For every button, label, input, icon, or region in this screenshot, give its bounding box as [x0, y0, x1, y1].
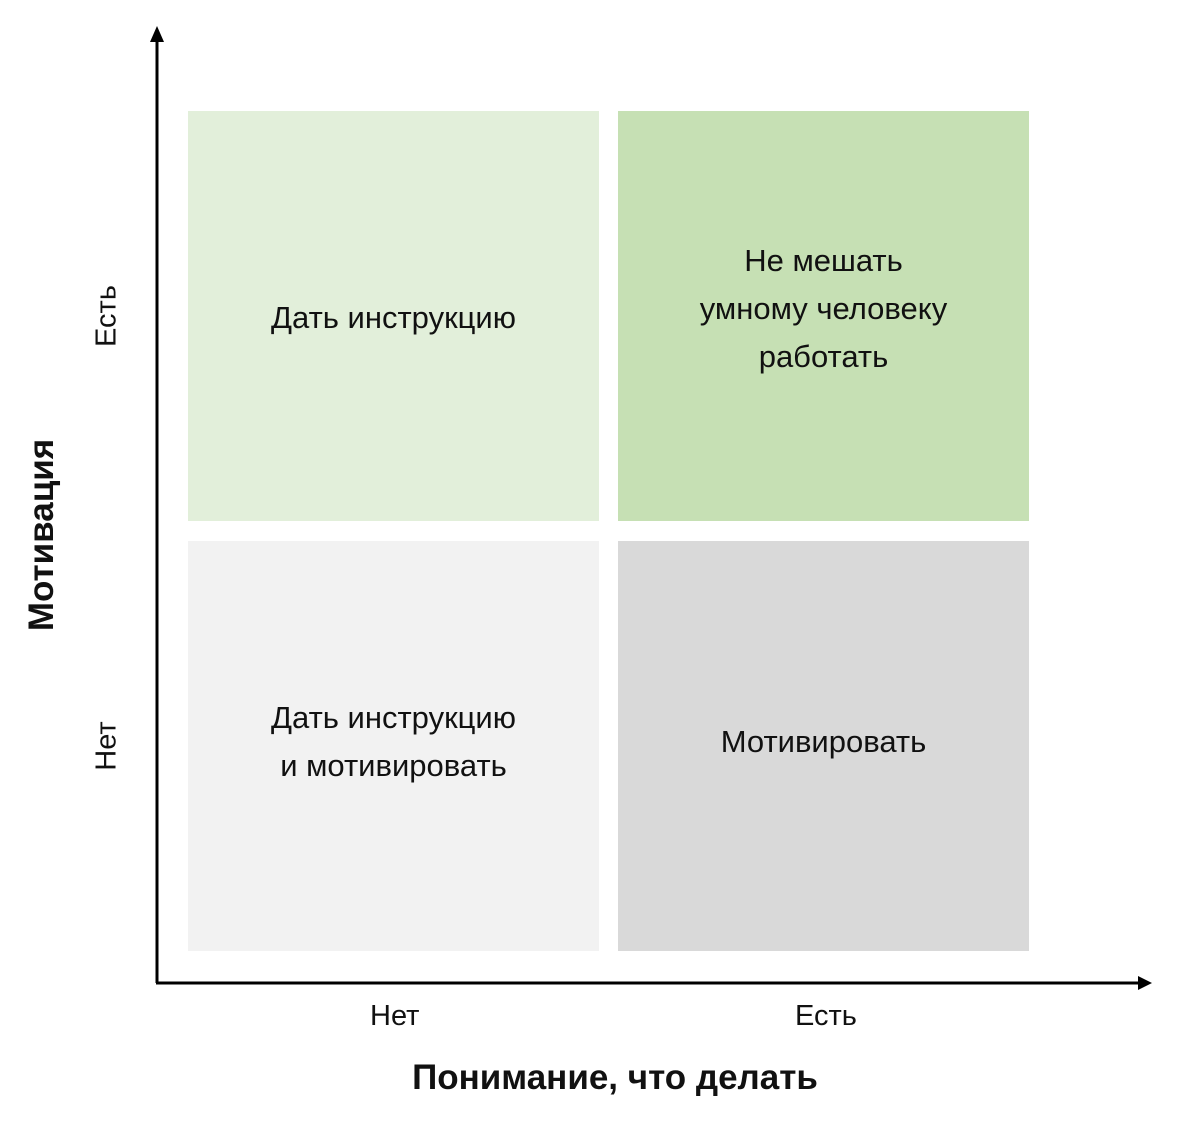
y-tick-yes: Есть	[90, 285, 123, 347]
quadrant-top-left: Дать инструкцию	[188, 111, 599, 521]
quadrant-label-line: и мотивировать	[280, 748, 507, 783]
quadrant-top-right: Не мешать умному человеку работать	[618, 111, 1029, 521]
quadrant-label-line: умному человеку	[699, 291, 948, 326]
quadrant-label-line: работать	[758, 339, 889, 374]
quadrant-bottom-left: Дать инструкцию и мотивировать	[188, 541, 599, 951]
quadrant-label: Дать инструкцию	[271, 300, 516, 335]
x-axis-title: Понимание, что делать	[412, 1058, 818, 1097]
quadrant-label-line: Дать инструкцию	[271, 700, 516, 735]
quadrant-label: Мотивировать	[720, 724, 927, 759]
x-tick-yes: Есть	[795, 1000, 857, 1032]
y-axis-title: Мотивация	[22, 438, 61, 632]
y-tick-no: Нет	[90, 721, 123, 771]
y-axis-arrow	[150, 26, 164, 42]
quadrant-label-line: Не мешать	[744, 243, 903, 278]
quadrant-bottom-right: Мотивировать	[618, 541, 1029, 951]
x-axis-arrow	[1138, 976, 1152, 990]
x-tick-no: Нет	[370, 1000, 420, 1032]
